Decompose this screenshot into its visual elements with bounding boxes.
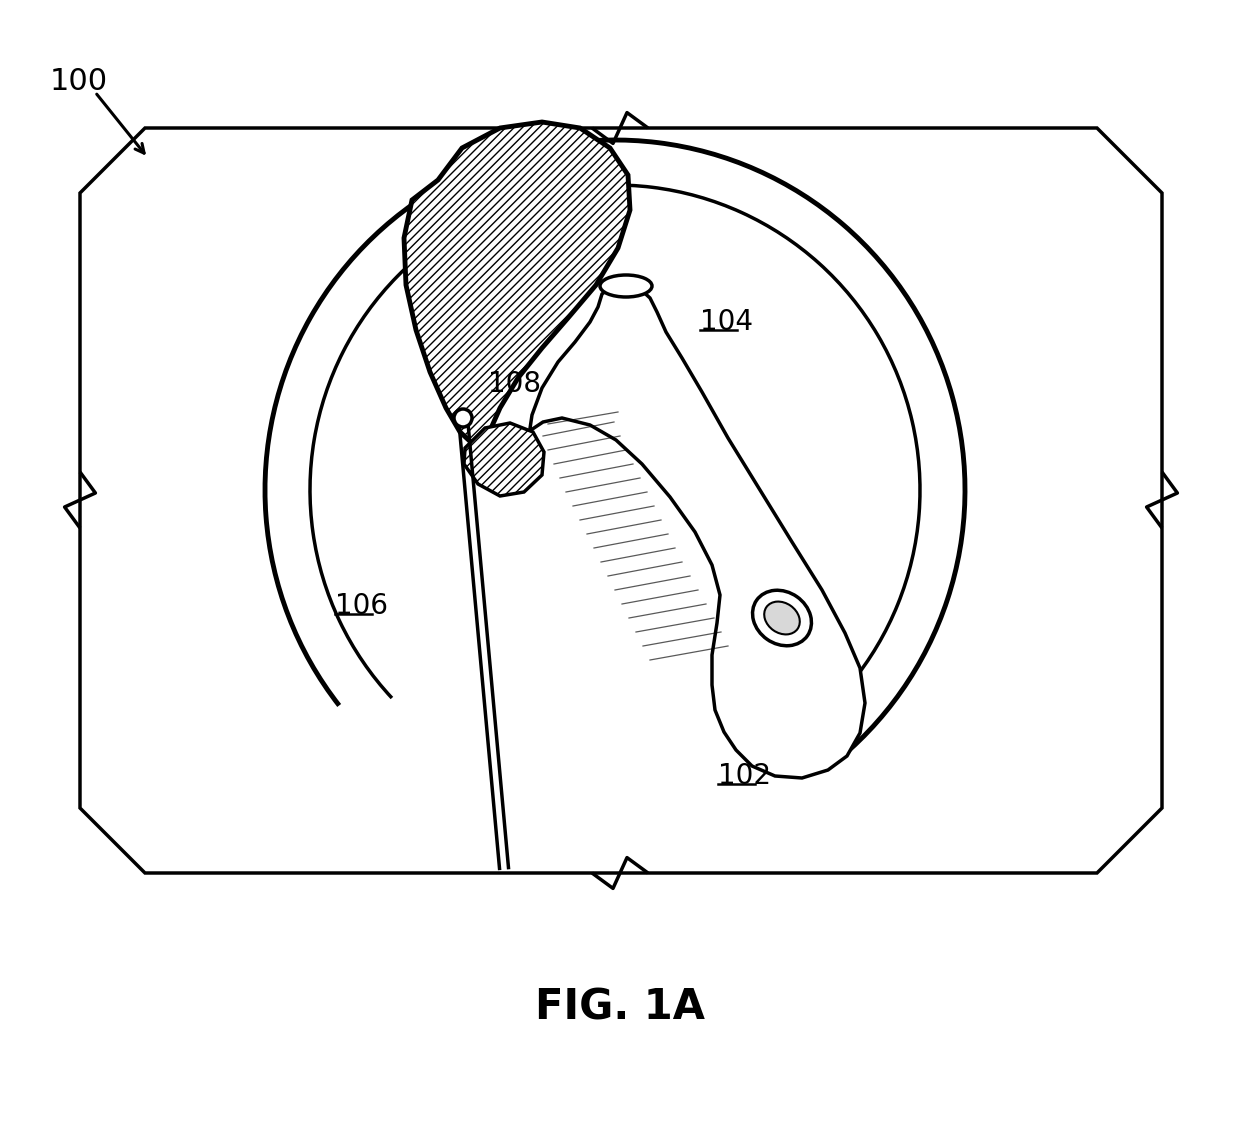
Polygon shape	[404, 122, 630, 445]
Circle shape	[454, 409, 472, 427]
Ellipse shape	[753, 591, 811, 646]
Polygon shape	[464, 423, 544, 495]
Ellipse shape	[764, 602, 800, 634]
Polygon shape	[528, 282, 866, 778]
Text: FIG. 1A: FIG. 1A	[534, 986, 706, 1029]
Ellipse shape	[600, 275, 652, 297]
Text: 104: 104	[701, 308, 753, 336]
Text: 106: 106	[335, 592, 388, 620]
Polygon shape	[81, 128, 1162, 873]
Text: 102: 102	[718, 762, 771, 790]
Text: 108: 108	[489, 370, 541, 398]
Text: 100: 100	[50, 67, 108, 96]
